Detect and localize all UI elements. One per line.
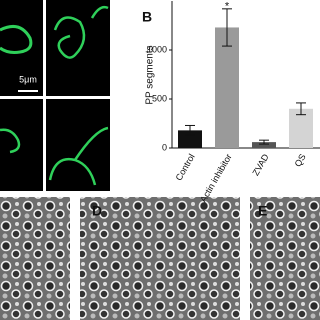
panel-label: E	[258, 203, 267, 219]
bar	[289, 108, 313, 148]
bar	[252, 142, 276, 148]
y-axis-label: PP segments	[145, 45, 156, 104]
y-tick-label: 0	[162, 142, 167, 152]
x-tick-label: ZVAD	[250, 152, 271, 178]
y-tick-label: 500	[152, 93, 167, 103]
bar	[178, 130, 202, 148]
scale-bar-label: 5μm	[19, 74, 37, 84]
fluorescence-panels: 5μm	[0, 0, 110, 191]
y-tick-label: 1000	[147, 44, 167, 54]
x-tick-label: Control	[174, 152, 197, 182]
x-tick-label: Actin inhibitor	[198, 152, 234, 204]
panel-label: D	[92, 203, 102, 219]
x-tick-label: QS	[293, 152, 308, 168]
micrograph-panels	[0, 197, 320, 320]
panel-label: B	[142, 9, 152, 25]
annotation: *	[225, 1, 230, 13]
bar	[215, 27, 239, 148]
